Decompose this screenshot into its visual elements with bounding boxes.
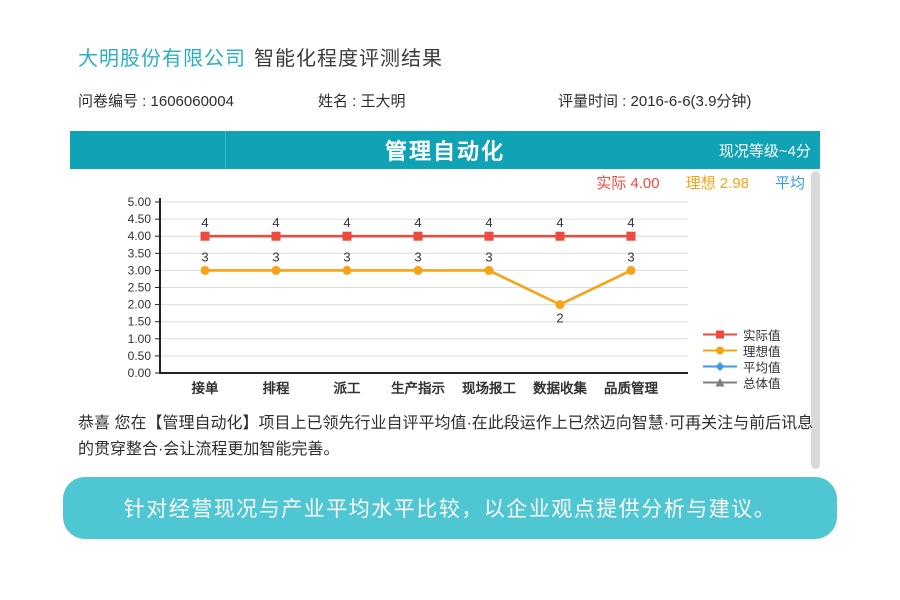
svg-text:3: 3: [343, 249, 350, 264]
svg-text:4: 4: [627, 215, 634, 230]
svg-text:1.00: 1.00: [128, 332, 152, 346]
legend-label: 平均值: [743, 361, 781, 375]
report-title: 智能化程度评测结果: [254, 48, 443, 70]
svg-text:4.50: 4.50: [128, 212, 152, 226]
header-divider: [225, 131, 226, 169]
svg-text:数据收集: 数据收集: [533, 380, 587, 396]
vertical-scrollbar[interactable]: [811, 171, 820, 469]
svg-text:3: 3: [485, 249, 492, 264]
legend-label: 实际值: [743, 329, 781, 343]
triangle-marker-icon: [703, 378, 737, 387]
chart-legend: 实际值理想值平均值总体值: [703, 328, 781, 391]
line-chart: 0.00 0.50 1.00 1.50 2.00 2.50 3.00 3.50 4.00 4.50…: [88, 195, 708, 406]
diamond-marker-icon: [703, 362, 737, 371]
line-chart-canvas: 0.00 0.50 1.00 1.50 2.00 2.50 3.00 3.50 4.00 4.50…: [128, 195, 688, 396]
svg-text:4: 4: [556, 215, 563, 230]
svg-text:4: 4: [414, 215, 421, 230]
svg-text:1.50: 1.50: [128, 315, 152, 329]
stat-actual: 实际 4.00: [596, 175, 660, 192]
legend-item: 实际值: [703, 328, 781, 343]
square-marker-icon: [703, 330, 737, 339]
svg-text:3.50: 3.50: [128, 246, 152, 260]
svg-text:品质管理: 品质管理: [604, 380, 658, 396]
evaluation-time: 评量时间 : 2016-6-6(3.9分钟): [558, 93, 752, 110]
svg-text:3: 3: [627, 249, 634, 264]
svg-text:3.00: 3.00: [128, 263, 152, 277]
svg-text:2: 2: [556, 311, 563, 326]
svg-text:2.00: 2.00: [128, 298, 152, 312]
svg-text:生产指示: 生产指示: [391, 380, 445, 396]
svg-text:0.50: 0.50: [128, 349, 152, 363]
legend-label: 总体值: [743, 377, 781, 391]
legend-item: 平均值: [703, 360, 781, 375]
circle-marker-icon: [703, 346, 737, 355]
section-header-bar: 管理自动化 现况等级~4分: [70, 131, 820, 169]
svg-text:4: 4: [343, 215, 350, 230]
svg-text:4: 4: [201, 215, 208, 230]
svg-text:3: 3: [201, 249, 208, 264]
svg-text:派工: 派工: [334, 381, 361, 396]
status-level-badge: 现况等级~4分: [718, 142, 811, 160]
legend-item: 理想值: [703, 344, 781, 359]
page-title: 大明股份有限公司 智能化程度评测结果: [78, 42, 443, 71]
legend-label: 理想值: [743, 345, 781, 359]
svg-text:排程: 排程: [263, 380, 290, 396]
svg-text:0.00: 0.00: [128, 366, 152, 380]
svg-text:2.50: 2.50: [128, 281, 152, 295]
svg-text:4.00: 4.00: [128, 229, 152, 243]
svg-text:3: 3: [272, 249, 279, 264]
stat-average: 平均: [774, 175, 805, 192]
svg-text:3: 3: [414, 249, 421, 264]
svg-text:4: 4: [485, 215, 492, 230]
svg-text:4: 4: [272, 215, 279, 230]
svg-text:现场报工: 现场报工: [462, 381, 516, 396]
summary-text: 恭喜 您在【管理自动化】项目上已领先行业自评平均值·在此段运作上已然迈向智慧·可…: [78, 415, 814, 458]
survey-number: 问卷编号 : 1606060004: [78, 93, 234, 110]
svg-text:接单: 接单: [192, 380, 219, 396]
svg-text:5.00: 5.00: [128, 196, 152, 209]
company-name: 大明股份有限公司: [78, 48, 246, 70]
respondent-name: 姓名 : 王大明: [318, 93, 406, 110]
footer-banner-text: 针对经营现况与产业平均水平比较，以企业观点提供分析与建议。: [123, 498, 777, 521]
stat-ideal: 理想 2.98: [685, 175, 749, 192]
stat-row: 实际 4.00 理想 2.98 平均: [400, 172, 805, 194]
footer-banner: 针对经营现况与产业平均水平比较，以企业观点提供分析与建议。: [63, 477, 837, 539]
legend-item: 总体值: [703, 376, 781, 391]
section-title: 管理自动化: [384, 139, 505, 164]
